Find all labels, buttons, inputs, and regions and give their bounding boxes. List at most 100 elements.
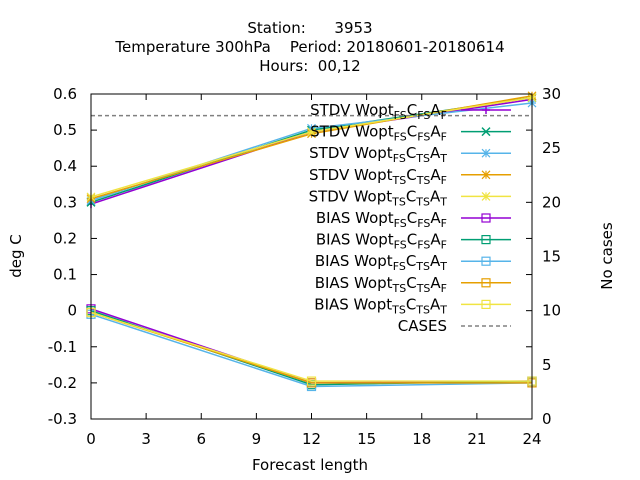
y-tick-label: -0.1 xyxy=(48,338,77,356)
legend-label-part: A xyxy=(430,166,441,184)
x-tick-label: 18 xyxy=(412,430,431,448)
legend-label-part: T xyxy=(439,195,447,208)
legend-label: CASES xyxy=(398,317,447,335)
legend-label-part: FS xyxy=(417,131,430,144)
legend-entry: STDV WoptFSCTSAT xyxy=(309,144,511,165)
legend-label-part: TS xyxy=(415,195,430,208)
legend-label: BIAS WoptFSCTSAT xyxy=(315,252,447,273)
title-line-1: Station: 3953 xyxy=(247,19,372,37)
y2-axis-label: No cases xyxy=(598,222,616,290)
legend-label: STDV WoptFSCTSAT xyxy=(309,144,447,165)
legend-label-part: C xyxy=(407,101,417,119)
legend-marker xyxy=(481,235,491,245)
legend-label-part: FS xyxy=(417,109,430,122)
legend-label-part: C xyxy=(406,166,416,184)
legend-entry: BIAS WoptTSCTSAT xyxy=(314,295,511,316)
legend-label: STDV WoptFSCFSAF xyxy=(310,123,447,144)
legend-label-part: FS xyxy=(393,152,406,165)
y-tick-label: 0.4 xyxy=(53,157,77,175)
title-line-2: Temperature 300hPa Period: 20180601-2018… xyxy=(114,38,504,56)
legend-label-part: BIAS Wopt xyxy=(316,231,394,249)
legend-label: STDV WoptTSCTSAF xyxy=(309,166,447,187)
series-line xyxy=(90,311,532,382)
legend-entry: BIAS WoptTSCTSAF xyxy=(315,274,511,295)
y-axis-ticks: -0.3 -0.2 -0.1 0 0.1 0.2 0.3 0.4 0.5 0.6 xyxy=(48,85,532,428)
plot-frame xyxy=(90,93,533,420)
legend-label-part: TS xyxy=(415,303,430,316)
legend-marker xyxy=(481,191,491,201)
y2-tick-label: 20 xyxy=(542,193,561,211)
legend-label-part: F xyxy=(441,131,447,144)
legend-label-part: STDV Wopt xyxy=(309,166,393,184)
legend-label: BIAS WoptTSCTSAF xyxy=(315,274,447,295)
legend-label-part: F xyxy=(441,282,447,295)
legend-label-part: STDV Wopt xyxy=(310,101,394,119)
series-5 xyxy=(86,304,537,388)
legend-label-part: FS xyxy=(393,260,406,273)
legend-label-part: FS xyxy=(417,217,430,230)
legend-label-part: A xyxy=(430,209,441,227)
legend-label-part: FS xyxy=(417,239,430,252)
legend-label-part: TS xyxy=(392,174,407,187)
legend-label-part: C xyxy=(406,187,416,205)
legend-label-part: BIAS Wopt xyxy=(315,252,393,270)
legend-marker xyxy=(481,170,491,180)
legend-label-part: T xyxy=(439,303,447,316)
y-tick-label: -0.2 xyxy=(48,374,77,392)
x-tick-label: 3 xyxy=(141,430,151,448)
y2-axis-ticks: 0 5 10 15 20 25 30 xyxy=(542,85,561,428)
legend-label-part: F xyxy=(441,217,447,230)
legend-label: BIAS WoptTSCTSAT xyxy=(314,295,447,316)
legend-entry: BIAS WoptFSCFSAF xyxy=(316,209,511,230)
x-tick-label: 6 xyxy=(196,430,206,448)
x-tick-label: 0 xyxy=(86,430,96,448)
legend-label-part: TS xyxy=(392,282,407,295)
legend-label-part: T xyxy=(439,260,447,273)
x-tick-label: 24 xyxy=(522,430,541,448)
x-tick-label: 9 xyxy=(252,430,262,448)
legend-label-part: A xyxy=(430,252,441,270)
y-axis-label: deg C xyxy=(7,234,25,278)
legend-entry: STDV WoptTSCTSAF xyxy=(309,166,511,187)
title-line-3: Hours: 00,12 xyxy=(259,57,360,75)
y2-tick-label: 30 xyxy=(542,85,561,103)
legend-entry: BIAS WoptFSCFSAF xyxy=(316,231,511,252)
legend-label-part: A xyxy=(430,187,441,205)
legend-label-part: F xyxy=(441,239,447,252)
legend-label-part: STDV Wopt xyxy=(309,187,393,205)
legend-label: BIAS WoptFSCFSAF xyxy=(316,231,447,252)
y2-tick-label: 15 xyxy=(542,248,561,266)
series-line xyxy=(90,309,533,386)
legend-label-part: A xyxy=(430,231,441,249)
chart-title: Station: 3953 Temperature 300hPa Period:… xyxy=(114,19,504,75)
legend-marker xyxy=(481,299,491,309)
legend-label-part: FS xyxy=(394,217,407,230)
x-axis-ticks: 0 3 6 9 12 15 18 21 24 xyxy=(86,94,542,448)
legend-label-part: STDV Wopt xyxy=(309,144,393,162)
legend-label-part: C xyxy=(407,209,417,227)
legend-label: STDV WoptFSCFSAF xyxy=(310,101,447,122)
legend-entry: STDV WoptFSCFSAF xyxy=(310,123,511,144)
y2-tick-label: 5 xyxy=(542,356,552,374)
legend-marker xyxy=(481,256,491,266)
legend-marker xyxy=(481,278,491,288)
series-line xyxy=(90,311,532,384)
series-9 xyxy=(86,307,537,386)
data-point xyxy=(307,127,316,137)
series-layer xyxy=(86,91,537,392)
legend-label-part: TS xyxy=(391,303,406,316)
legend-entry: STDV WoptTSCTSAT xyxy=(309,187,511,208)
legend-label-part: TS xyxy=(415,260,430,273)
legend-label-part: TS xyxy=(391,195,406,208)
legend-marker xyxy=(481,127,491,137)
legend-entry: BIAS WoptFSCTSAT xyxy=(315,252,511,273)
legend-label-part: TS xyxy=(415,152,430,165)
y2-tick-label: 10 xyxy=(542,302,561,320)
legend-label-part: STDV Wopt xyxy=(310,123,394,141)
legend-marker xyxy=(481,148,491,158)
legend-label-part: FS xyxy=(394,131,407,144)
legend-marker xyxy=(482,106,490,114)
x-tick-label: 15 xyxy=(357,430,376,448)
